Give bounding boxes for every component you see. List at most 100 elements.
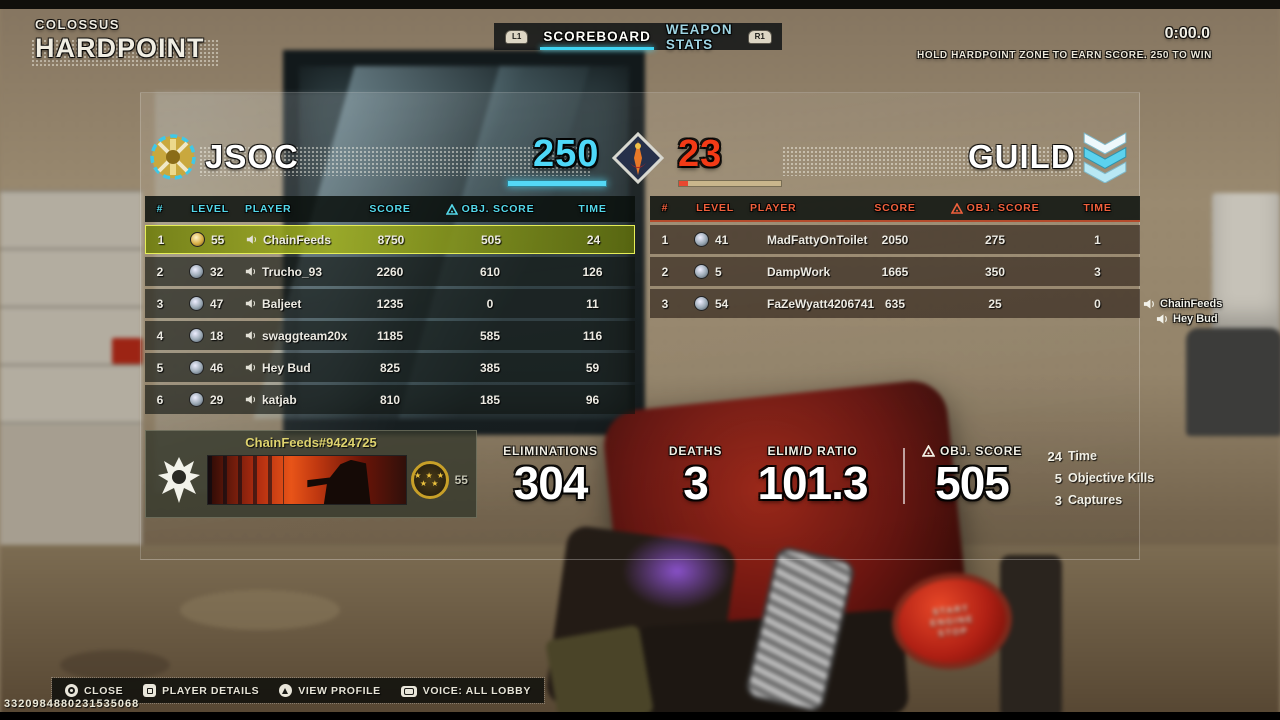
level: 41	[715, 232, 729, 247]
team-left-progress-bar	[507, 180, 607, 187]
score-value: 2260	[376, 264, 404, 279]
detail-stat-label: Captures	[1068, 493, 1123, 507]
obj-score-value: 610	[479, 264, 501, 279]
time-value: 59	[585, 360, 600, 375]
team-right-table: # LEVEL PLAYER SCORE OBJ. SCORE TIME 1 4…	[650, 196, 1140, 318]
rank-emblem-icon	[189, 360, 204, 375]
col-time: TIME	[578, 203, 607, 215]
time-value: 126	[582, 264, 603, 279]
rank: 4	[156, 328, 164, 343]
voice-overlay: ChainFeeds Hey Bud	[1143, 296, 1222, 326]
detail-stat-value: 3	[1054, 493, 1062, 508]
voice-speaker-icon	[245, 267, 256, 276]
team-right-name: GUILD	[781, 138, 1082, 176]
table-row[interactable]: 2 5 DampWork 1665 350 3	[650, 257, 1140, 286]
rank: 1	[157, 232, 165, 247]
table-row[interactable]: 1 41 MadFattyOnToilet 2050 275 1	[650, 225, 1140, 254]
r1-bumper-icon[interactable]: R1	[747, 29, 772, 44]
tab-bar: L1 SCOREBOARD WEAPON STATS R1	[494, 21, 782, 52]
detail-stat: 24 Time	[1040, 449, 1154, 464]
team-left-table: # LEVEL PLAYER SCORE OBJ. SCORE TIME 1 5…	[145, 196, 635, 414]
obj-score-value: 585	[479, 328, 501, 343]
obj-score-value: 385	[479, 360, 501, 375]
bottom-bar-button[interactable]: VIEW PROFILE	[279, 684, 380, 697]
voice-speaker-icon	[245, 363, 256, 372]
tab-scoreboard[interactable]: SCOREBOARD	[540, 29, 654, 50]
rank-emblem-icon	[694, 296, 709, 311]
time-value: 116	[582, 328, 603, 343]
voice-speaker-icon	[1156, 313, 1167, 324]
col-level: LEVEL	[191, 203, 229, 215]
player-name: swaggteam20x	[262, 328, 348, 343]
player-name: Trucho_93	[262, 264, 323, 279]
level: 29	[210, 392, 224, 407]
col-score: SCORE	[874, 202, 916, 214]
player-name: Baljeet	[262, 296, 302, 311]
rank: 3	[661, 296, 669, 311]
voice-speaker-icon	[246, 235, 257, 244]
obj-score-value: 185	[479, 392, 501, 407]
table-row[interactable]: 3 47 Baljeet 1235 0 11	[145, 289, 635, 318]
stats-divider	[903, 448, 905, 504]
square-button-icon	[143, 684, 157, 697]
score-value: 1665	[881, 264, 909, 279]
table-header: # LEVEL PLAYER SCORE OBJ. SCORE TIME	[145, 196, 635, 222]
bottom-bar-button[interactable]: PLAYER DETAILS	[143, 684, 259, 697]
voice-overlay-item: Hey Bud	[1156, 311, 1222, 326]
tab-weapon-stats[interactable]: WEAPON STATS	[665, 21, 733, 52]
rank-emblem-icon	[694, 232, 709, 247]
detail-stats: 24 Time 5 Objective Kills 3 Captures	[1040, 449, 1155, 515]
voice-speaker-icon	[245, 331, 256, 340]
mode-name: HARDPOINT	[31, 33, 219, 67]
stat-label: ELIMINATIONS	[503, 444, 598, 458]
touchpad-button-icon	[400, 685, 417, 697]
rank: 2	[156, 264, 164, 279]
team-right-progress-bar	[678, 180, 782, 187]
rank-emblem-icon	[189, 328, 204, 343]
rank: 1	[661, 232, 669, 247]
player-card: ChainFeeds#9424725 55	[145, 430, 477, 518]
col-score: SCORE	[369, 203, 411, 215]
bottom-bar-button[interactable]: CLOSE	[65, 684, 123, 697]
col-player: PLAYER	[245, 203, 292, 215]
time-value: 3	[1094, 264, 1101, 279]
table-row[interactable]: 6 29 katjab 810 185 96	[145, 385, 635, 414]
level: 18	[210, 328, 224, 343]
voice-player-name: Hey Bud	[1173, 312, 1218, 325]
time-value: 0	[1094, 296, 1101, 311]
stat-value: 505	[935, 457, 1010, 509]
player-name: katjab	[262, 392, 297, 407]
team-left-score: 250	[533, 133, 600, 175]
stat-label: OBJ. SCORE	[912, 444, 1032, 458]
detail-stat-value: 24	[1047, 449, 1062, 464]
hardpoint-icon	[921, 445, 935, 457]
circle-button-icon	[65, 684, 78, 697]
score-value: 1185	[376, 328, 404, 343]
table-row[interactable]: 4 18 swaggteam20x 1185 585 116	[145, 321, 635, 350]
table-row[interactable]: 5 46 Hey Bud 825 385 59	[145, 353, 635, 382]
letterbox-top	[0, 0, 1280, 9]
voice-overlay-item: ChainFeeds	[1143, 296, 1222, 311]
score-value: 1235	[376, 296, 404, 311]
table-row[interactable]: 2 32 Trucho_93 2260 610 126	[145, 257, 635, 286]
table-row[interactable]: 3 54 FaZeWyatt4206741 635 25 0	[650, 289, 1140, 318]
bottom-bar-label: CLOSE	[84, 684, 124, 697]
score-value: 635	[884, 296, 906, 311]
stat-obj-score: OBJ. SCORE 505	[912, 444, 1032, 508]
bottom-bar-label: VIEW PROFILE	[298, 684, 381, 697]
team-left-rows: 1 55 ChainFeeds 8750 505 24 2 32 Trucho_	[145, 225, 635, 414]
hardpoint-icon	[445, 203, 458, 215]
l1-bumper-icon[interactable]: L1	[505, 29, 529, 44]
bottom-bar-button[interactable]: VOICE: ALL LOBBY	[400, 684, 531, 697]
stat-label: ELIM/D RATIO	[767, 444, 858, 458]
rank-emblem-icon	[190, 232, 205, 247]
table-row[interactable]: 1 55 ChainFeeds 8750 505 24	[145, 225, 635, 254]
col-rank: #	[661, 202, 669, 214]
score-value: 810	[379, 392, 401, 407]
bottom-bar-label: VOICE: ALL LOBBY	[422, 684, 531, 697]
obj-score-value: 350	[984, 264, 1006, 279]
score-value: 8750	[377, 232, 405, 247]
machine	[1212, 193, 1280, 335]
level: 55	[211, 232, 225, 247]
